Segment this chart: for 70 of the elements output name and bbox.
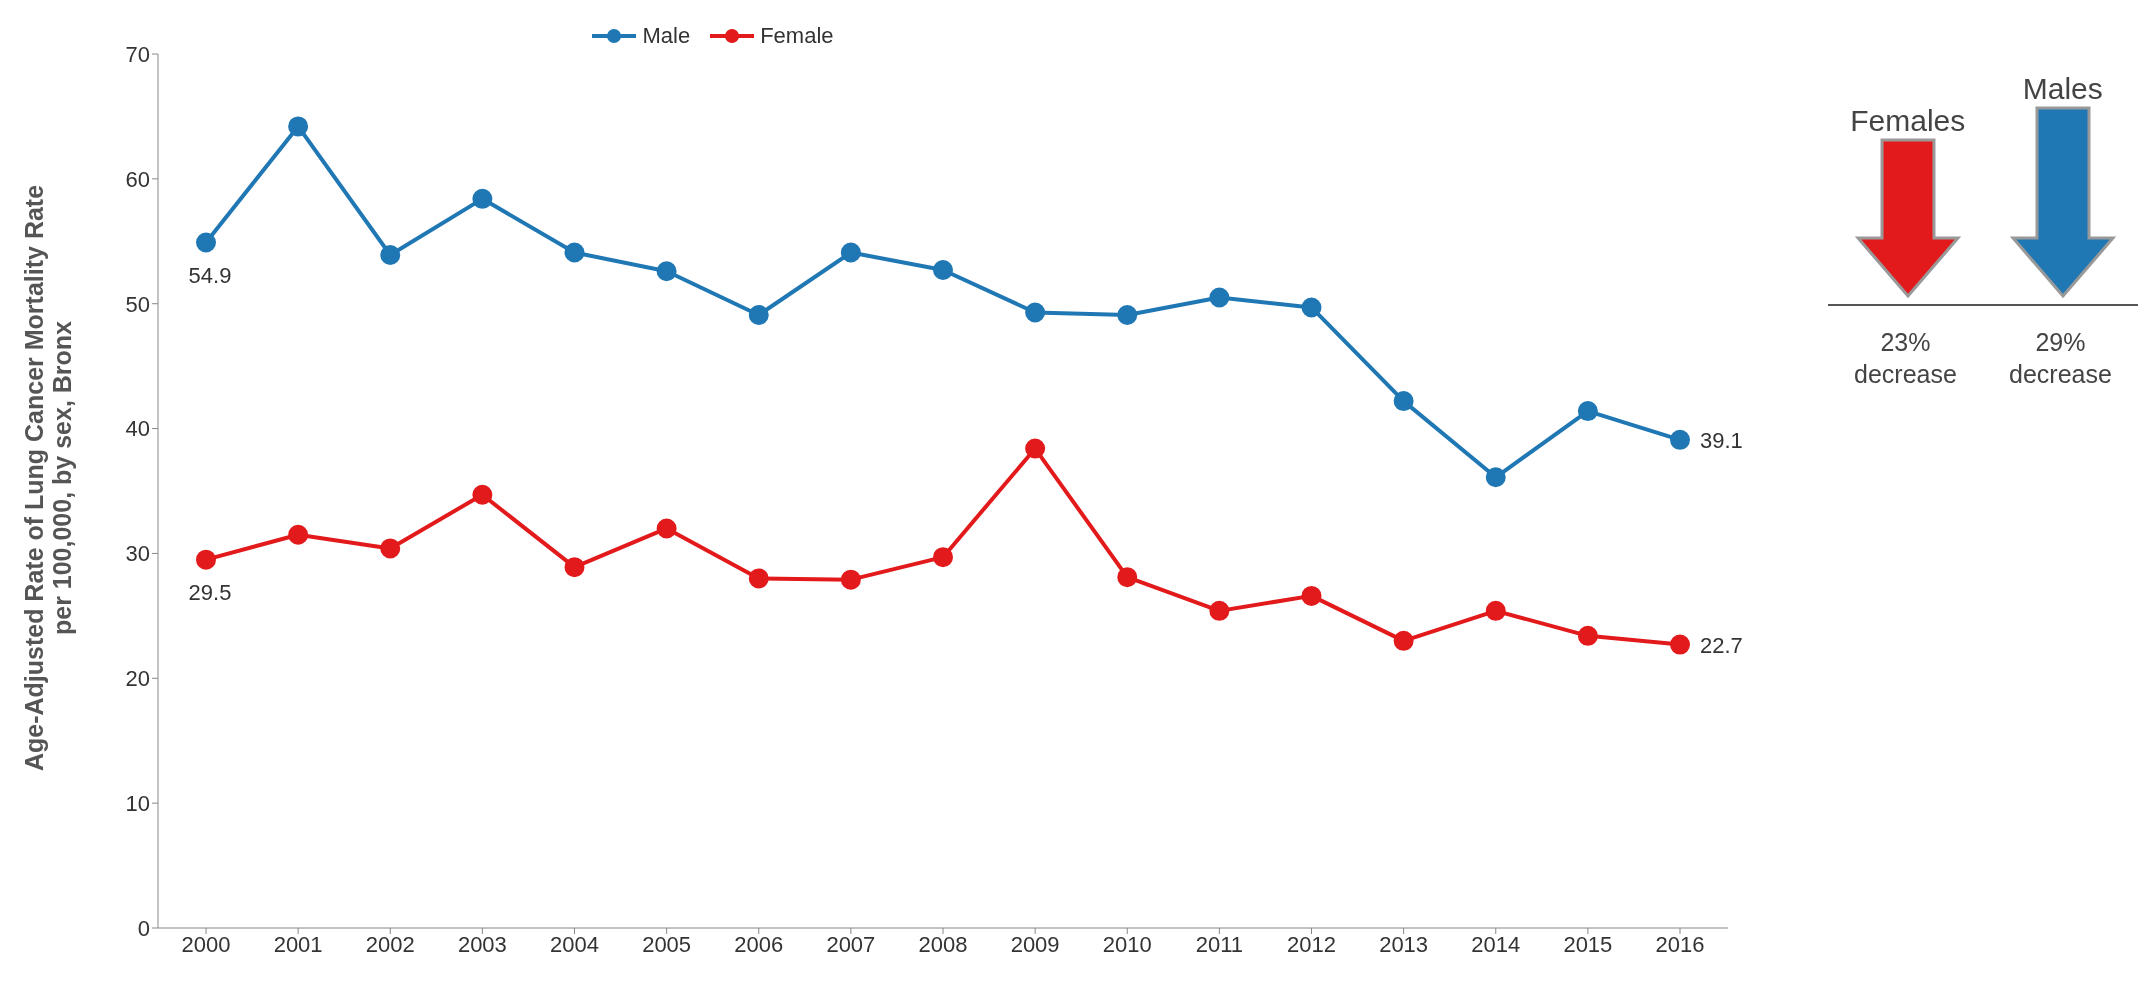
point	[1670, 634, 1690, 655]
point	[1025, 302, 1046, 323]
point	[288, 116, 309, 137]
point	[1577, 401, 1598, 422]
x-tick-label: 2003	[457, 931, 507, 957]
y-tick-label: 0	[137, 915, 150, 941]
point	[933, 260, 953, 280]
point	[196, 232, 216, 253]
point	[1025, 438, 1046, 459]
y-tick-label: 10	[125, 790, 150, 816]
point	[1301, 585, 1322, 606]
point	[1209, 287, 1230, 308]
x-tick-label: 2001	[273, 931, 323, 957]
x-tick-label: 2014	[1471, 931, 1521, 957]
point	[1301, 297, 1322, 318]
data-label: 54.9	[188, 262, 232, 288]
point	[564, 557, 585, 578]
text: 29% decrease	[2008, 327, 2113, 390]
point	[933, 547, 953, 568]
legend-label: Female	[759, 23, 834, 49]
text: Males	[2022, 72, 2103, 106]
x-tick-label: 2008	[918, 931, 968, 957]
x-tick-label: 2004	[550, 931, 599, 957]
point	[748, 568, 769, 589]
x-tick-label: 2009	[1010, 931, 1060, 957]
point	[1209, 600, 1230, 621]
y-tick-label: 70	[125, 41, 150, 67]
data-label: 29.5	[188, 579, 232, 605]
y-axis-title: Age-Adjusted Rate of Lung Cancer Mortality Rate per 100,000, by sex, Bronx	[20, 184, 77, 772]
point	[1577, 625, 1598, 646]
point	[380, 245, 401, 266]
point	[472, 484, 493, 505]
y-tick-label: 40	[125, 416, 150, 442]
x-tick-label: 2007	[826, 931, 876, 957]
point	[196, 549, 216, 570]
point	[1117, 304, 1138, 325]
text: Females	[1850, 104, 1966, 138]
point	[1117, 567, 1138, 588]
point	[840, 569, 861, 590]
text: 23% decrease	[1853, 327, 1958, 390]
y-tick-label: 30	[125, 541, 150, 567]
x-tick-label: 2010	[1102, 931, 1152, 957]
point	[748, 304, 769, 325]
point	[840, 242, 861, 263]
point	[472, 188, 493, 209]
y-tick-label: 60	[125, 166, 150, 192]
point	[1393, 630, 1414, 651]
x-tick-label: 2000	[181, 931, 231, 957]
x-tick-label: 2005	[642, 931, 692, 957]
y-tick-label: 20	[125, 666, 150, 692]
x-tick-label: 2006	[734, 931, 784, 957]
data-label: 39.1	[1700, 427, 1743, 453]
point	[656, 261, 677, 282]
point	[1393, 391, 1414, 412]
x-tick-label: 2016	[1655, 931, 1705, 957]
point	[288, 524, 309, 545]
x-tick-label: 2012	[1287, 931, 1336, 957]
x-tick-label: 2002	[365, 931, 415, 957]
x-tick-label: 2013	[1379, 931, 1429, 957]
legend-label: Male	[641, 23, 691, 49]
x-tick-label: 2011	[1195, 931, 1244, 957]
point	[380, 538, 401, 559]
x-tick-label: 2015	[1563, 931, 1613, 957]
point	[656, 518, 677, 539]
point	[1485, 600, 1506, 621]
point	[1485, 467, 1506, 488]
data-label: 22.7	[1700, 632, 1743, 658]
y-tick-label: 50	[125, 291, 150, 317]
point	[564, 242, 585, 263]
point	[1670, 429, 1690, 450]
